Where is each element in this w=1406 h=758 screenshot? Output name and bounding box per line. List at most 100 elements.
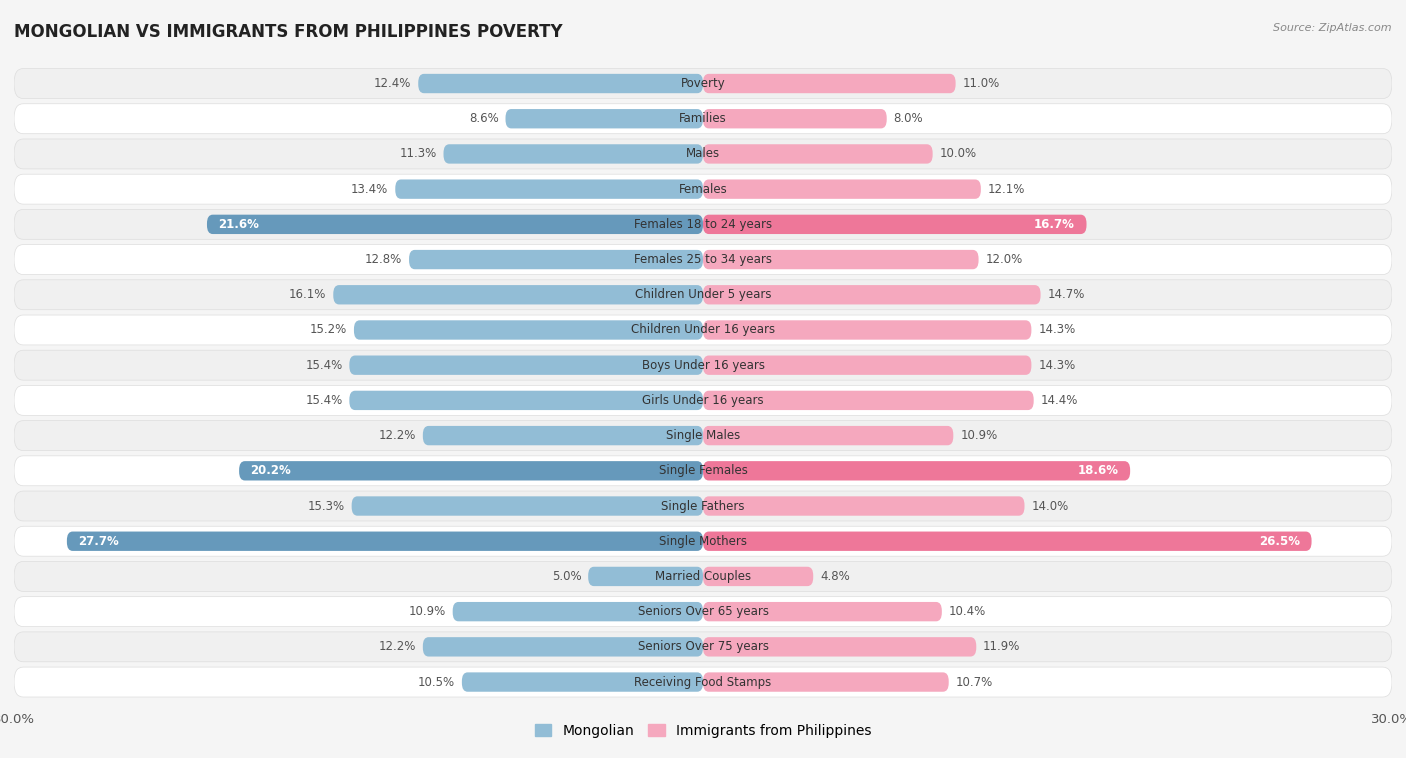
Text: 15.4%: 15.4% — [305, 394, 343, 407]
Text: 20.2%: 20.2% — [250, 465, 291, 478]
Text: 15.4%: 15.4% — [305, 359, 343, 371]
FancyBboxPatch shape — [14, 174, 1392, 204]
FancyBboxPatch shape — [703, 567, 813, 586]
Text: 15.2%: 15.2% — [309, 324, 347, 337]
Text: 14.0%: 14.0% — [1032, 500, 1069, 512]
Text: Single Mothers: Single Mothers — [659, 534, 747, 548]
Text: 8.6%: 8.6% — [468, 112, 499, 125]
FancyBboxPatch shape — [14, 245, 1392, 274]
FancyBboxPatch shape — [14, 526, 1392, 556]
Text: 5.0%: 5.0% — [551, 570, 581, 583]
FancyBboxPatch shape — [703, 285, 1040, 305]
FancyBboxPatch shape — [14, 139, 1392, 169]
FancyBboxPatch shape — [506, 109, 703, 128]
FancyBboxPatch shape — [409, 250, 703, 269]
Text: 27.7%: 27.7% — [79, 534, 120, 548]
Text: Boys Under 16 years: Boys Under 16 years — [641, 359, 765, 371]
FancyBboxPatch shape — [703, 461, 1130, 481]
FancyBboxPatch shape — [352, 496, 703, 515]
Text: Females: Females — [679, 183, 727, 196]
FancyBboxPatch shape — [418, 74, 703, 93]
Text: 14.3%: 14.3% — [1038, 359, 1076, 371]
FancyBboxPatch shape — [703, 637, 976, 656]
FancyBboxPatch shape — [239, 461, 703, 481]
FancyBboxPatch shape — [14, 315, 1392, 345]
Text: Source: ZipAtlas.com: Source: ZipAtlas.com — [1274, 23, 1392, 33]
Text: 15.3%: 15.3% — [308, 500, 344, 512]
FancyBboxPatch shape — [703, 390, 1033, 410]
Text: 10.7%: 10.7% — [956, 675, 993, 688]
FancyBboxPatch shape — [14, 456, 1392, 486]
FancyBboxPatch shape — [453, 602, 703, 622]
Text: Males: Males — [686, 148, 720, 161]
Text: Girls Under 16 years: Girls Under 16 years — [643, 394, 763, 407]
Text: 10.5%: 10.5% — [418, 675, 456, 688]
FancyBboxPatch shape — [14, 667, 1392, 697]
Text: Married Couples: Married Couples — [655, 570, 751, 583]
Text: Families: Families — [679, 112, 727, 125]
FancyBboxPatch shape — [14, 562, 1392, 591]
Text: 12.4%: 12.4% — [374, 77, 412, 90]
Text: 12.0%: 12.0% — [986, 253, 1022, 266]
Text: 11.9%: 11.9% — [983, 641, 1021, 653]
Text: 21.6%: 21.6% — [218, 218, 259, 231]
Text: 8.0%: 8.0% — [894, 112, 924, 125]
Text: 4.8%: 4.8% — [820, 570, 849, 583]
Text: 16.7%: 16.7% — [1035, 218, 1076, 231]
FancyBboxPatch shape — [333, 285, 703, 305]
FancyBboxPatch shape — [703, 109, 887, 128]
FancyBboxPatch shape — [703, 426, 953, 445]
Text: 10.9%: 10.9% — [960, 429, 997, 442]
Legend: Mongolian, Immigrants from Philippines: Mongolian, Immigrants from Philippines — [529, 718, 877, 743]
Text: Females 18 to 24 years: Females 18 to 24 years — [634, 218, 772, 231]
FancyBboxPatch shape — [703, 672, 949, 692]
FancyBboxPatch shape — [349, 356, 703, 375]
Text: Children Under 16 years: Children Under 16 years — [631, 324, 775, 337]
Text: Single Females: Single Females — [658, 465, 748, 478]
FancyBboxPatch shape — [14, 421, 1392, 450]
FancyBboxPatch shape — [349, 390, 703, 410]
FancyBboxPatch shape — [67, 531, 703, 551]
Text: Receiving Food Stamps: Receiving Food Stamps — [634, 675, 772, 688]
FancyBboxPatch shape — [14, 491, 1392, 521]
Text: 12.2%: 12.2% — [378, 641, 416, 653]
FancyBboxPatch shape — [14, 385, 1392, 415]
Text: 10.0%: 10.0% — [939, 148, 977, 161]
FancyBboxPatch shape — [14, 632, 1392, 662]
FancyBboxPatch shape — [703, 356, 1032, 375]
FancyBboxPatch shape — [703, 496, 1025, 515]
FancyBboxPatch shape — [443, 144, 703, 164]
Text: 10.9%: 10.9% — [409, 605, 446, 618]
FancyBboxPatch shape — [14, 104, 1392, 133]
FancyBboxPatch shape — [703, 321, 1032, 340]
FancyBboxPatch shape — [423, 637, 703, 656]
Text: Single Fathers: Single Fathers — [661, 500, 745, 512]
FancyBboxPatch shape — [423, 426, 703, 445]
Text: 11.3%: 11.3% — [399, 148, 437, 161]
FancyBboxPatch shape — [354, 321, 703, 340]
FancyBboxPatch shape — [703, 531, 1312, 551]
FancyBboxPatch shape — [14, 350, 1392, 381]
FancyBboxPatch shape — [703, 602, 942, 622]
Text: Seniors Over 75 years: Seniors Over 75 years — [637, 641, 769, 653]
Text: Children Under 5 years: Children Under 5 years — [634, 288, 772, 301]
FancyBboxPatch shape — [14, 280, 1392, 310]
FancyBboxPatch shape — [703, 144, 932, 164]
Text: 14.4%: 14.4% — [1040, 394, 1078, 407]
FancyBboxPatch shape — [14, 209, 1392, 240]
FancyBboxPatch shape — [395, 180, 703, 199]
Text: 12.2%: 12.2% — [378, 429, 416, 442]
FancyBboxPatch shape — [14, 597, 1392, 627]
Text: 14.3%: 14.3% — [1038, 324, 1076, 337]
Text: Single Males: Single Males — [666, 429, 740, 442]
Text: 12.8%: 12.8% — [366, 253, 402, 266]
Text: Seniors Over 65 years: Seniors Over 65 years — [637, 605, 769, 618]
FancyBboxPatch shape — [461, 672, 703, 692]
FancyBboxPatch shape — [207, 215, 703, 234]
FancyBboxPatch shape — [703, 250, 979, 269]
Text: 10.4%: 10.4% — [949, 605, 986, 618]
FancyBboxPatch shape — [14, 68, 1392, 99]
FancyBboxPatch shape — [703, 180, 981, 199]
Text: MONGOLIAN VS IMMIGRANTS FROM PHILIPPINES POVERTY: MONGOLIAN VS IMMIGRANTS FROM PHILIPPINES… — [14, 23, 562, 41]
FancyBboxPatch shape — [703, 215, 1087, 234]
